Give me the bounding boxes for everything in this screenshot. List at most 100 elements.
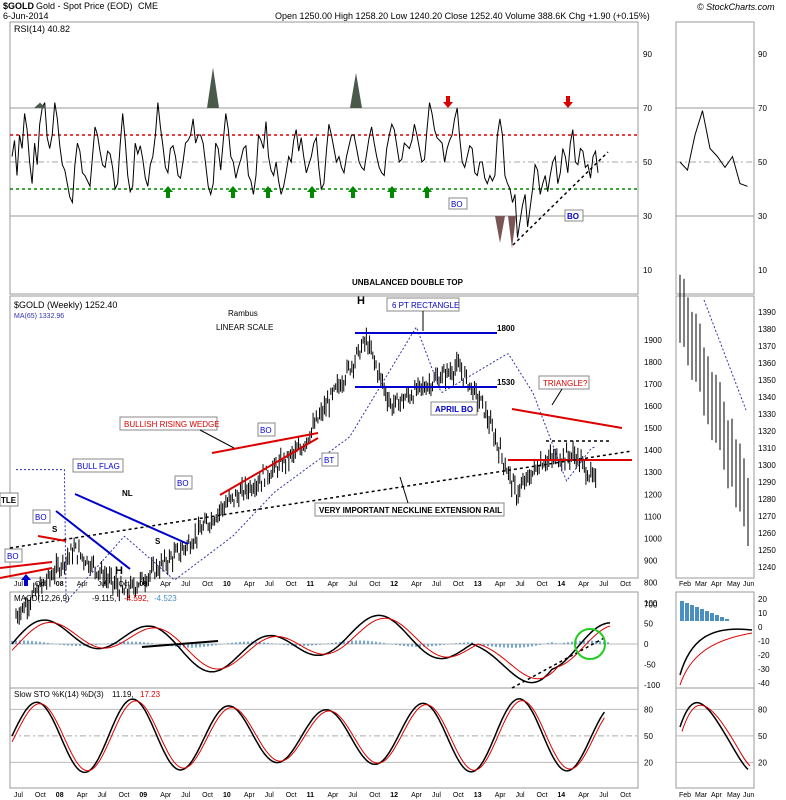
annotation-bo-label: BO xyxy=(35,513,47,522)
sto-label-c: 17.23 xyxy=(140,690,161,699)
macd-label-d: -4.523 xyxy=(154,594,177,603)
x-tick-label-bottom: Oct xyxy=(286,792,297,799)
price-side-tick-label: 1380 xyxy=(758,325,776,334)
panel-frames xyxy=(9,21,755,789)
x-tick-label: Oct xyxy=(537,581,548,588)
annotation-pointer xyxy=(551,388,563,406)
annotation-neckline xyxy=(9,450,633,549)
x-tick-label-bottom: Jul xyxy=(265,792,274,799)
annotation-blue-arrow xyxy=(21,574,31,586)
rsi-overbought-fill xyxy=(207,67,219,108)
x-tick-label: Oct xyxy=(453,581,464,588)
x-tick-label-bottom: Oct xyxy=(537,792,548,799)
macd-label-b: -9.115, xyxy=(92,594,116,603)
price-note-rambus: Rambus xyxy=(228,309,258,318)
x-tick-label: Apr xyxy=(160,581,172,588)
x-tick-label: 10 xyxy=(223,581,231,588)
macd-tick-label: 50 xyxy=(644,620,653,629)
x-tick-label-bottom: 13 xyxy=(474,792,482,799)
x-tick-label: Apr xyxy=(495,581,507,588)
x-tick-label-bottom: Oct xyxy=(35,792,46,799)
x-tick-label: Jul xyxy=(432,581,441,588)
macd-trendline xyxy=(141,640,219,648)
annotation-neckline-box xyxy=(314,502,505,517)
annotation-triangle-label: TRIANGLE? xyxy=(543,379,588,388)
annotation-wedge-label: BULLISH RISING WEDGE xyxy=(124,420,220,429)
side-x-tick-label: May xyxy=(727,581,741,588)
price-side-tick-label: 1330 xyxy=(758,410,776,419)
x-tick-label-bottom: Jul xyxy=(599,792,608,799)
rsi-red-arrow xyxy=(563,96,573,108)
x-tick-label-bottom: Oct xyxy=(453,792,464,799)
price-tick-label: 1200 xyxy=(644,490,662,499)
macd-side-bar xyxy=(720,617,724,621)
side-x-tick-label: Feb xyxy=(679,581,691,588)
price-tick-label: 1000 xyxy=(644,534,662,543)
x-tick-label-bottom: Oct xyxy=(119,792,130,799)
x-tick-label-bottom: Oct xyxy=(369,792,380,799)
annotation-bo-box xyxy=(4,548,23,563)
x-tick-label: Oct xyxy=(202,581,213,588)
annotation-flag-box xyxy=(72,458,124,473)
macd-side-tick-label: -40 xyxy=(758,679,770,688)
macd-line xyxy=(11,614,611,684)
x-tick-label-bottom: Jul xyxy=(348,792,357,799)
sto-side-k xyxy=(679,701,749,770)
macd-side-bar xyxy=(680,601,684,621)
macd-side-tick-label: -20 xyxy=(758,651,770,660)
price-note-linear: LINEAR SCALE xyxy=(216,323,273,332)
rsi-side-tick-label: 70 xyxy=(758,104,767,113)
side-x-tick-label-bottom: Feb xyxy=(679,792,691,799)
price-side-tick-label: 1240 xyxy=(758,563,776,572)
rsi-tick-label: 50 xyxy=(643,158,652,167)
macd-side-bar xyxy=(690,605,694,621)
x-tick-label-bottom: Jul xyxy=(14,792,23,799)
annotation-red-line xyxy=(0,567,53,579)
rsi-side-tick-label: 50 xyxy=(758,158,767,167)
price-tick-label: 1100 xyxy=(644,512,662,521)
rsi-oversold-fill xyxy=(495,216,516,249)
sto-tick-label: 80 xyxy=(644,705,653,714)
sto-tick-label: 20 xyxy=(644,758,653,767)
x-tick-label-bottom: 09 xyxy=(139,792,147,799)
rsi-tick-label: 10 xyxy=(643,266,652,275)
rsi-green-arrow xyxy=(228,186,238,198)
macd-side-tick-label: 0 xyxy=(758,623,763,632)
rsi-overbought-fill xyxy=(34,102,46,108)
x-tick-label-bottom: Oct xyxy=(202,792,213,799)
price-tick-label: 1500 xyxy=(644,424,662,433)
price-tick-label: 800 xyxy=(644,578,658,587)
rsi-green-arrow xyxy=(163,186,173,198)
annotation-layer: UNBALANCED DOUBLE TOP H 6 PT RECTANGLE 1800… xyxy=(0,278,633,586)
sto-side-d xyxy=(681,704,751,767)
x-tick-label: 09 xyxy=(139,581,147,588)
annotation-aprilbo-box xyxy=(430,401,478,416)
price-side-ma-line xyxy=(703,299,747,411)
sto-side-tick-label: 20 xyxy=(758,758,767,767)
x-tick-label-bottom: 14 xyxy=(557,792,565,799)
annotation-tle-label: TLE xyxy=(1,496,17,505)
annotation-bo-box xyxy=(257,422,276,437)
rsi-tick-label: 30 xyxy=(643,212,652,221)
price-ma-label: MA(65) 1332.96 xyxy=(14,313,64,320)
x-tick-label: Jul xyxy=(348,581,357,588)
rsi-side-line xyxy=(679,110,748,187)
sto-side-tick-label: 80 xyxy=(758,705,767,714)
annotation-h: H xyxy=(357,295,365,307)
macd-side-tick-label: 10 xyxy=(758,609,767,618)
annotation-neckline-label: VERY IMPORTANT NECKLINE EXTENSION RAIL xyxy=(319,506,502,515)
macd-tick-label: 100 xyxy=(644,599,658,608)
side-x-tick-label-bottom: May xyxy=(727,792,741,799)
x-axis: Jul Jul Oct Oct 08 08 Apr Apr Jul Jul Oct Oct 09 09 Ap… xyxy=(14,581,754,799)
macd-side-bar xyxy=(725,619,729,621)
price-side-tick-label: 1370 xyxy=(758,342,776,351)
x-tick-label: Jul xyxy=(516,581,525,588)
price-title: $GOLD (Weekly) 1252.40 xyxy=(14,300,117,310)
x-tick-label-bottom: Apr xyxy=(244,792,256,799)
annotation-bo-box xyxy=(174,475,193,490)
annotation-flag-bottom xyxy=(55,510,131,570)
x-tick-label: Jul xyxy=(181,581,190,588)
annotation-bo-label: BO xyxy=(177,479,189,488)
macd-tick-label: -100 xyxy=(644,681,661,690)
